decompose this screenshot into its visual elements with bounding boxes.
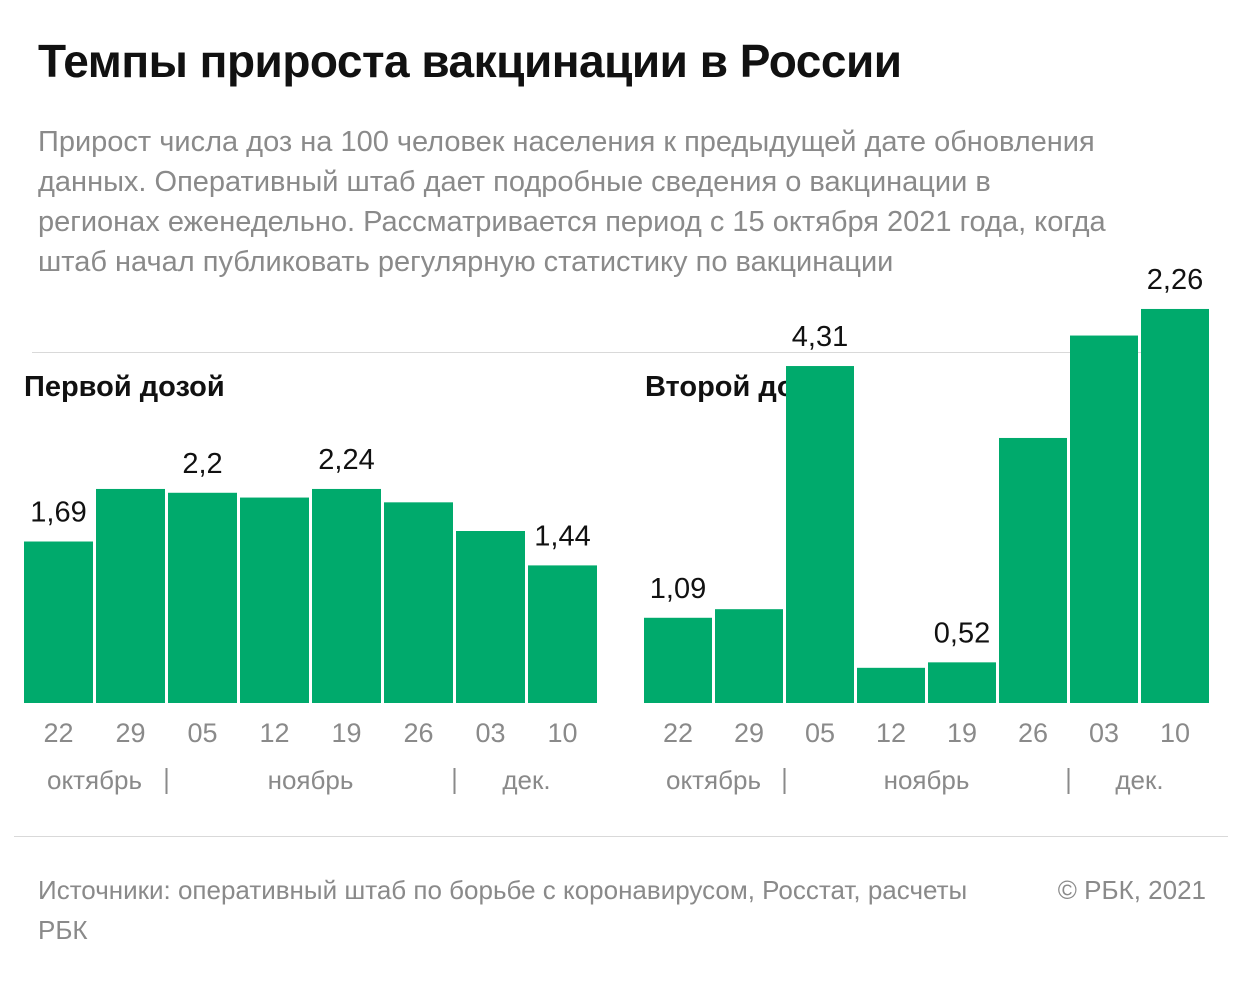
second-dose-tick-label-1: 29 [734, 718, 764, 748]
first-dose-bar-5 [384, 502, 453, 703]
second-dose-month-label-0: октябрь [666, 765, 761, 795]
chart-subtitle: Прирост числа доз на 100 человек населен… [38, 126, 1106, 278]
panel-title-first-dose: Первой дозой [24, 371, 225, 403]
second-dose-bar-7 [1141, 308, 1209, 703]
first-dose-month-label-0: октябрь [47, 765, 142, 795]
first-dose-bar-7 [528, 565, 597, 703]
first-dose-tick-label-3: 12 [259, 718, 289, 748]
second-dose-bar-2 [786, 366, 854, 703]
second-dose-data-label-0: 1,09 [650, 573, 706, 605]
first-dose-bar-3 [240, 497, 309, 703]
first-dose-tick-label-6: 03 [475, 718, 505, 748]
top-divider [32, 352, 1206, 353]
first-dose-tick-label-1: 29 [115, 718, 145, 748]
second-dose-tick-label-7: 10 [1160, 718, 1190, 748]
first-dose-tick-label-7: 10 [547, 718, 577, 748]
second-dose-data-label-3: 2,26 [1147, 264, 1203, 296]
second-dose-bar-6 [1070, 335, 1138, 703]
first-dose-bar-0 [24, 541, 93, 703]
first-dose-tick-label-4: 19 [331, 718, 361, 748]
second-dose-tick-label-5: 26 [1018, 718, 1048, 748]
first-dose-bar-4 [312, 488, 381, 703]
first-dose-month-label-1: ноябрь [268, 765, 354, 795]
first-dose-data-label-0: 1,69 [30, 497, 86, 529]
second-dose-tick-label-0: 22 [663, 718, 693, 748]
source-note: Источники: оперативный штаб по борьбе с … [38, 875, 968, 945]
second-dose-month-label-1: ноябрь [884, 765, 970, 795]
second-dose-bar-1 [715, 609, 783, 703]
first-dose-bar-2 [168, 492, 237, 703]
second-dose-month-label-2: дек. [1115, 765, 1163, 795]
second-dose-tick-label-6: 03 [1089, 718, 1119, 748]
first-dose-month-label-2: дек. [502, 765, 550, 795]
second-dose-tick-label-4: 19 [947, 718, 977, 748]
first-dose-data-label-2: 2,24 [318, 444, 374, 476]
bottom-divider [14, 836, 1228, 837]
second-dose-data-label-2: 0,52 [934, 617, 990, 649]
second-dose-tick-label-3: 12 [876, 718, 906, 748]
copyright: © РБК, 2021 [1057, 875, 1206, 905]
first-dose-tick-label-2: 05 [187, 718, 217, 748]
second-dose-tick-label-2: 05 [805, 718, 835, 748]
first-dose-tick-label-5: 26 [403, 718, 433, 748]
first-dose-bar-1 [96, 488, 165, 703]
second-dose-data-label-1: 4,31 [792, 321, 848, 353]
first-dose-data-label-3: 1,44 [534, 520, 590, 552]
first-dose-data-label-1: 2,2 [182, 448, 222, 480]
second-dose-bar-0 [644, 617, 712, 703]
second-dose-bar-5 [999, 437, 1067, 703]
first-dose-tick-label-0: 22 [43, 718, 73, 748]
chart-title: Темпы прироста вакцинации в России [38, 35, 902, 87]
first-dose-bar-6 [456, 531, 525, 703]
second-dose-bar-4 [928, 662, 996, 703]
second-dose-bar-3 [857, 667, 925, 703]
